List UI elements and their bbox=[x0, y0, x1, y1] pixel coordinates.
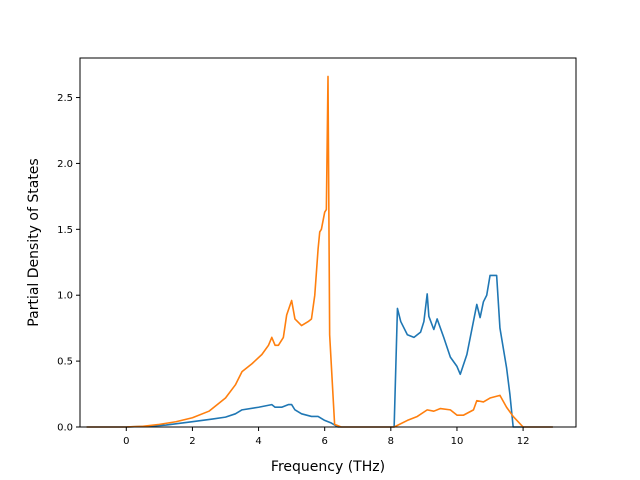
series-line-1 bbox=[86, 274, 553, 428]
y-tick-label: 2.5 bbox=[57, 93, 73, 104]
x-axis-ticks: 0 2 4 6 8 10 12 bbox=[123, 427, 529, 447]
x-tick-label: 10 bbox=[451, 436, 464, 447]
x-axis-label: Frequency (THz) bbox=[271, 459, 385, 475]
y-tick-label: 0.5 bbox=[57, 357, 73, 368]
y-tick-label: 1.5 bbox=[57, 225, 73, 236]
y-tick-label: 1.0 bbox=[57, 291, 73, 302]
x-tick-label: 0 bbox=[123, 436, 129, 447]
x-tick-label: 4 bbox=[255, 436, 261, 447]
x-tick-label: 8 bbox=[388, 436, 394, 447]
x-tick-label: 6 bbox=[322, 436, 328, 447]
series-layer bbox=[86, 75, 553, 428]
x-tick-label: 12 bbox=[517, 436, 530, 447]
x-tick-label: 2 bbox=[189, 436, 195, 447]
y-axis-ticks: 0.0 0.5 1.0 1.5 2.0 2.5 bbox=[57, 93, 80, 434]
series-line-2 bbox=[86, 75, 553, 428]
axes-frame bbox=[79, 57, 577, 428]
y-tick-label: 0.0 bbox=[57, 423, 73, 434]
y-axis-label: Partial Density of States bbox=[26, 158, 42, 326]
y-tick-label: 2.0 bbox=[57, 159, 73, 170]
